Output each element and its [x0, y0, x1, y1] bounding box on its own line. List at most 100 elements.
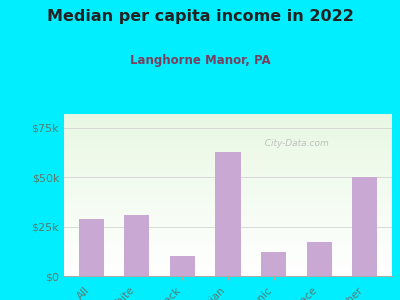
Bar: [64, 208, 392, 210]
Bar: [64, 171, 392, 172]
Bar: [64, 232, 392, 234]
Bar: [64, 140, 392, 142]
Bar: [64, 245, 392, 247]
Bar: [64, 150, 392, 151]
Bar: [64, 219, 392, 221]
Bar: [64, 130, 392, 132]
Text: City-Data.com: City-Data.com: [259, 139, 328, 148]
Bar: [64, 143, 392, 145]
Bar: [64, 132, 392, 134]
Bar: [306, 242, 332, 276]
Bar: [64, 137, 392, 138]
Bar: [64, 121, 392, 122]
Bar: [64, 273, 392, 274]
Bar: [64, 192, 392, 194]
Text: Langhorne Manor, PA: Langhorne Manor, PA: [130, 54, 270, 67]
Bar: [64, 127, 392, 129]
Bar: [64, 119, 392, 121]
Bar: [64, 177, 392, 179]
Bar: [64, 206, 392, 208]
Bar: [64, 269, 392, 271]
Bar: [64, 176, 392, 177]
Bar: [64, 161, 392, 163]
Bar: [64, 142, 392, 143]
Bar: [64, 221, 392, 223]
Bar: [64, 211, 392, 213]
Bar: [261, 252, 286, 276]
Bar: [64, 196, 392, 198]
Bar: [64, 223, 392, 224]
Bar: [64, 158, 392, 159]
Bar: [64, 274, 392, 276]
Bar: [64, 179, 392, 180]
Bar: [64, 253, 392, 255]
Bar: [64, 185, 392, 187]
Bar: [64, 125, 392, 127]
Bar: [64, 247, 392, 248]
Bar: [64, 145, 392, 146]
Bar: [64, 135, 392, 137]
Bar: [64, 256, 392, 258]
Bar: [216, 152, 240, 276]
Bar: [64, 148, 392, 150]
Bar: [64, 195, 392, 196]
Bar: [64, 194, 392, 195]
Bar: [64, 129, 392, 130]
Bar: [64, 227, 392, 229]
Bar: [64, 172, 392, 174]
Bar: [64, 236, 392, 237]
Bar: [64, 184, 392, 185]
Bar: [64, 234, 392, 236]
Bar: [64, 210, 392, 211]
Bar: [64, 240, 392, 242]
Bar: [64, 146, 392, 148]
Bar: [64, 154, 392, 156]
Bar: [64, 134, 392, 135]
Bar: [64, 159, 392, 161]
Bar: [64, 224, 392, 226]
Bar: [64, 252, 392, 253]
Bar: [79, 219, 104, 276]
Bar: [64, 202, 392, 203]
Bar: [64, 122, 392, 124]
Bar: [64, 250, 392, 252]
Bar: [64, 218, 392, 219]
Bar: [64, 114, 392, 116]
Bar: [64, 203, 392, 205]
Bar: [64, 174, 392, 176]
Bar: [64, 214, 392, 216]
Bar: [64, 180, 392, 182]
Bar: [64, 231, 392, 232]
Bar: [64, 151, 392, 153]
Bar: [64, 164, 392, 166]
Bar: [64, 205, 392, 206]
Bar: [64, 213, 392, 214]
Bar: [64, 190, 392, 192]
Bar: [64, 167, 392, 169]
Bar: [64, 166, 392, 167]
Bar: [64, 153, 392, 154]
Bar: [64, 248, 392, 250]
Bar: [64, 266, 392, 268]
Bar: [64, 198, 392, 200]
Bar: [170, 256, 195, 276]
Bar: [64, 124, 392, 125]
Bar: [64, 116, 392, 117]
Bar: [64, 182, 392, 184]
Bar: [64, 242, 392, 244]
Bar: [64, 255, 392, 256]
Bar: [64, 200, 392, 202]
Bar: [64, 239, 392, 240]
Bar: [64, 244, 392, 245]
Bar: [64, 188, 392, 190]
Bar: [64, 263, 392, 265]
Bar: [64, 163, 392, 164]
Bar: [124, 215, 150, 276]
Bar: [64, 156, 392, 158]
Bar: [64, 237, 392, 239]
Bar: [64, 261, 392, 263]
Bar: [64, 117, 392, 119]
Bar: [64, 265, 392, 266]
Bar: [64, 258, 392, 260]
Bar: [64, 138, 392, 140]
